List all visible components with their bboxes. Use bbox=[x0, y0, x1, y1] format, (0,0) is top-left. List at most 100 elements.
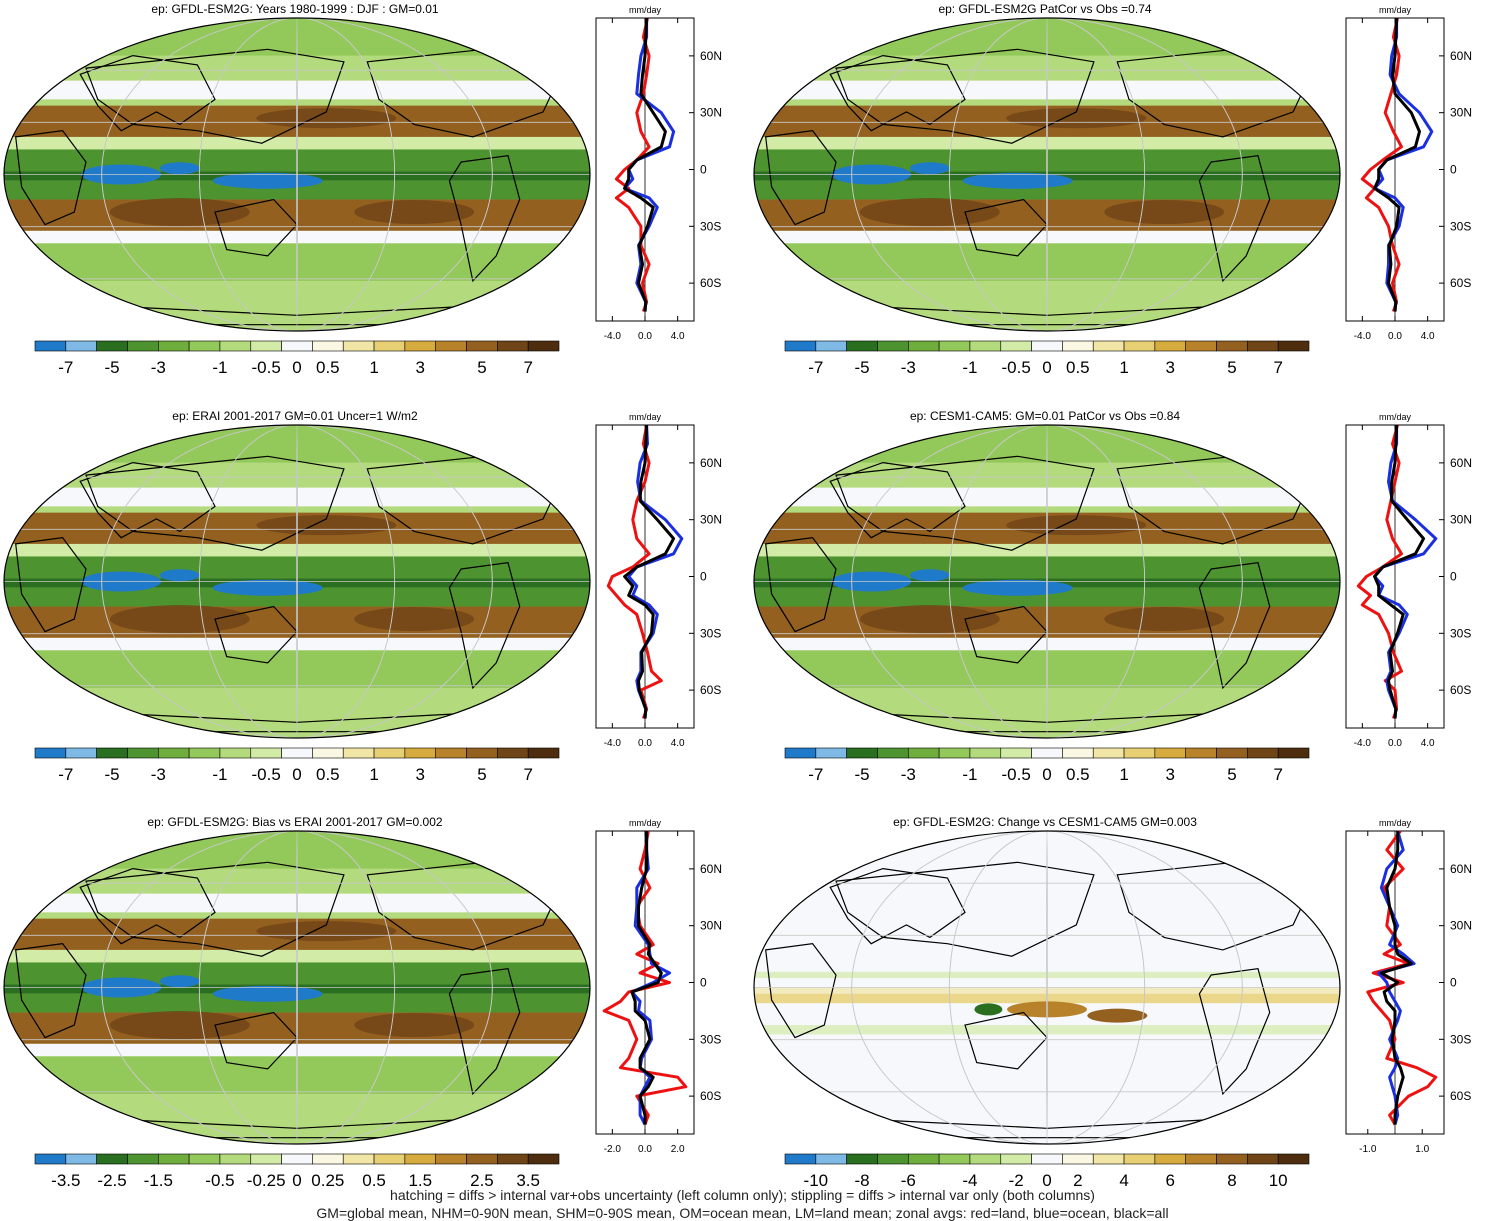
zonal-unit-label: mm/day bbox=[629, 5, 662, 15]
panel-title-4: ep: GFDL-ESM2G: Bias vs ERAI 2001-2017 G… bbox=[147, 815, 442, 829]
map-band-9 bbox=[4, 650, 590, 688]
map-band-6 bbox=[4, 993, 590, 1013]
lat-tick-label: 60N bbox=[1450, 456, 1472, 470]
colorbar-swatch bbox=[527, 1153, 560, 1165]
colorbar-label: 1.5 bbox=[408, 1171, 432, 1190]
colorbar-swatch bbox=[373, 747, 406, 759]
map-band-8 bbox=[4, 230, 590, 244]
colorbar-swatch bbox=[1277, 1153, 1310, 1165]
colorbar-label: 3 bbox=[416, 765, 425, 784]
map-outline bbox=[3, 17, 591, 332]
map-blob-2 bbox=[1087, 1008, 1148, 1023]
zonal-panel-0: 60N 30N 0 30S 60S -4.0 0.0 4.0 mm/day bbox=[595, 5, 722, 342]
colorbar-swatch bbox=[1154, 747, 1187, 759]
zonal-x-tick-label: -4.0 bbox=[1354, 331, 1372, 342]
colorbar-swatch bbox=[846, 747, 878, 759]
colorbar-swatch bbox=[1031, 1153, 1063, 1165]
coastline-3 bbox=[15, 943, 87, 1039]
map-band-4 bbox=[4, 556, 590, 579]
graticule-lon bbox=[1046, 18, 1048, 331]
colorbar-swatch bbox=[1247, 1153, 1279, 1165]
coastline-2 bbox=[448, 155, 521, 283]
colorbar-swatch bbox=[1123, 747, 1156, 759]
colorbar-swatch bbox=[1277, 340, 1310, 352]
colorbar-swatch bbox=[1062, 1153, 1094, 1165]
coastline-3 bbox=[765, 943, 837, 1039]
coastline-4 bbox=[85, 861, 345, 957]
graticule-lon bbox=[1046, 831, 1048, 1144]
colorbar-label: -0.5 bbox=[252, 765, 281, 784]
map-dry-0 bbox=[109, 198, 250, 227]
colorbar-swatch bbox=[1216, 747, 1248, 759]
coastline-3 bbox=[765, 130, 837, 226]
zonal-line-all bbox=[1373, 17, 1421, 312]
zonal-unit-label: mm/day bbox=[1379, 412, 1412, 422]
colorbar-label: -10 bbox=[804, 1171, 829, 1190]
colorbar-swatch bbox=[404, 340, 437, 352]
colorbar-swatch bbox=[877, 340, 909, 352]
zonal-line-ocean bbox=[1373, 425, 1438, 719]
map-wet-1 bbox=[212, 579, 323, 596]
colorbar-label: 0.5 bbox=[1066, 765, 1090, 784]
colorbar-swatch bbox=[219, 747, 252, 759]
colorbar-label: 7 bbox=[1273, 358, 1282, 377]
colorbar-swatch bbox=[342, 1153, 375, 1165]
map-wet-2 bbox=[159, 975, 200, 988]
colorbar-label: -7 bbox=[58, 358, 73, 377]
map-band-1 bbox=[754, 993, 1340, 1004]
colorbar-label: -5 bbox=[854, 765, 869, 784]
colorbar-swatch bbox=[784, 747, 817, 759]
colorbar-label: -0.25 bbox=[247, 1171, 286, 1190]
colorbar-swatch bbox=[1062, 340, 1094, 352]
colorbar-swatch bbox=[784, 340, 817, 352]
colorbar-5: -10 -8 -6 -4 -2 0 2 4 6 8 10 bbox=[784, 1153, 1310, 1190]
coastline-4 bbox=[835, 861, 1095, 957]
map-outline bbox=[753, 830, 1341, 1145]
colorbar-swatch bbox=[846, 340, 878, 352]
colorbar-swatch bbox=[373, 1153, 406, 1165]
map-panel-5 bbox=[753, 830, 1341, 1145]
colorbar-label: 6 bbox=[1166, 1171, 1175, 1190]
zonal-panel-5: 60N 30N 0 30S 60S -1.0 1.0 mm/day bbox=[1345, 818, 1472, 1155]
coastline-2 bbox=[1198, 968, 1271, 1096]
panel-title-2: ep: ERAI 2001-2017 GM=0.01 Uncer=1 W/m2 bbox=[172, 409, 418, 423]
map-band-4 bbox=[754, 149, 1340, 172]
colorbar-label: 8 bbox=[1227, 1171, 1236, 1190]
map-band-4 bbox=[4, 149, 590, 172]
coastline-0 bbox=[79, 54, 216, 132]
map-band-3 bbox=[754, 543, 1340, 557]
lat-tick-label: 30S bbox=[1450, 1032, 1471, 1046]
coastline-0 bbox=[79, 461, 216, 539]
colorbar-swatch bbox=[969, 340, 1002, 352]
zonal-line-all bbox=[1379, 831, 1413, 1125]
map-band-8 bbox=[754, 637, 1340, 651]
lat-tick-label: 30N bbox=[700, 919, 722, 933]
colorbar-label: -1 bbox=[212, 358, 227, 377]
map-band-2 bbox=[754, 1025, 1340, 1035]
zonal-x-tick-label: -4.0 bbox=[1354, 738, 1372, 749]
panel-title-1: ep: GFDL-ESM2G PatCor vs Obs =0.74 bbox=[938, 2, 1151, 16]
colorbar-swatch bbox=[65, 747, 97, 759]
colorbar-label: -1.5 bbox=[144, 1171, 173, 1190]
colorbar-label: -7 bbox=[58, 765, 73, 784]
colorbar-swatch bbox=[34, 747, 67, 759]
lat-tick-label: 60N bbox=[700, 49, 722, 63]
colorbar-label: 1 bbox=[1119, 765, 1128, 784]
colorbar-swatch bbox=[96, 747, 128, 759]
colorbar-swatch bbox=[435, 1153, 467, 1165]
graticule-lon bbox=[101, 831, 493, 1144]
lat-tick-label: 60S bbox=[700, 276, 721, 290]
colorbar-1: -7 -5 -3 -1 -0.5 0 0.5 1 3 5 7 bbox=[784, 340, 1310, 377]
lat-tick-label: 60S bbox=[1450, 683, 1471, 697]
map-band-1 bbox=[754, 80, 1340, 100]
map-dry-1 bbox=[1104, 200, 1225, 225]
map-panel-2 bbox=[3, 424, 591, 739]
lat-tick-label: 30N bbox=[1450, 513, 1472, 527]
map-dry-0 bbox=[109, 1011, 250, 1040]
coastline-3 bbox=[765, 537, 837, 633]
colorbar-label: -3 bbox=[901, 358, 916, 377]
coastline-2 bbox=[448, 562, 521, 690]
colorbar-swatch bbox=[34, 1153, 67, 1165]
graticule-lon bbox=[101, 18, 493, 331]
map-band-3 bbox=[754, 971, 1340, 979]
